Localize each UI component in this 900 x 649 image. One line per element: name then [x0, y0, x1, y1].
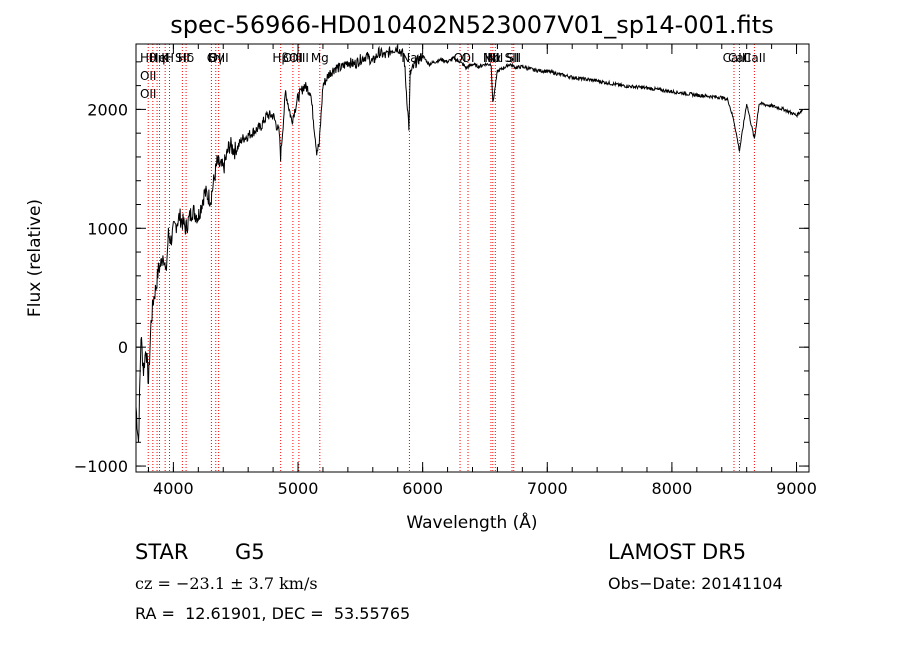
- spectrum-line: [135, 45, 804, 443]
- spectral-line-label: OIII: [289, 51, 309, 65]
- spectral-line-label: Hβ: [272, 51, 289, 65]
- spectral-line-label: OIII: [209, 51, 229, 65]
- spectral-line-label: H: [165, 51, 174, 65]
- spectral-line-label: G: [207, 51, 216, 65]
- spectral-line-label: Hη: [149, 51, 166, 65]
- spectral-line-label: Mg: [311, 51, 329, 65]
- axis-ticks: 4000 5000 6000 7000 8000 9000 −1000 0 1000 2000: [74, 44, 817, 498]
- x-tick-label: 9000: [776, 479, 817, 498]
- object-class: STAR: [135, 540, 189, 564]
- spectral-line-label: CaII: [743, 51, 766, 65]
- spectral-line-label: NII: [483, 51, 499, 65]
- object-subclass: G5: [235, 540, 265, 564]
- spectral-line-label: SII: [175, 51, 190, 65]
- y-tick-label: 2000: [87, 100, 128, 119]
- spectral-line-label: Hδ: [178, 51, 194, 65]
- spectral-line-markers: [147, 44, 755, 472]
- chart-title: spec-56966-HD010402N523007V01_sp14-001.f…: [170, 11, 773, 39]
- spectral-line-label: OI: [462, 51, 475, 65]
- coordinates: RA = 12.61901, DEC = 53.55765: [135, 604, 411, 623]
- y-tick-label: 1000: [87, 219, 128, 238]
- spectral-line-label: Na: [401, 51, 417, 65]
- spectral-line-label: OIII: [283, 51, 303, 65]
- y-tick-label: −1000: [74, 457, 128, 476]
- x-tick-label: 7000: [527, 479, 568, 498]
- plot-frame: [135, 43, 810, 473]
- spectral-line-label: OII: [140, 69, 157, 83]
- x-tick-label: 8000: [652, 479, 693, 498]
- spectral-line-label: K: [161, 51, 170, 65]
- spectral-line-label: SII: [505, 51, 520, 65]
- spectral-line-label: Hγ: [208, 51, 224, 65]
- spectral-line-label: Hα: [484, 51, 501, 65]
- y-tick-label: 0: [118, 338, 128, 357]
- spectral-line-label: HeI: [150, 51, 170, 65]
- spectral-line-label: SII: [506, 51, 521, 65]
- redshift-velocity: cz = −23.1 ± 3.7 km/s: [135, 574, 318, 593]
- survey-name: LAMOST DR5: [608, 540, 747, 564]
- spectral-line-label: CaII: [728, 51, 751, 65]
- spectral-line-label: NII: [487, 51, 503, 65]
- spectral-line-label: OI: [454, 51, 467, 65]
- spectral-line-label: Hθ: [140, 51, 156, 65]
- spectrum-series: [135, 45, 804, 443]
- x-axis-label: Wavelength (Å): [406, 511, 537, 533]
- y-axis-label: Flux (relative): [25, 199, 45, 317]
- x-tick-label: 6000: [402, 479, 443, 498]
- spectral-line-label: OII: [140, 87, 157, 101]
- x-tick-label: 5000: [278, 479, 319, 498]
- x-tick-label: 4000: [153, 479, 194, 498]
- spectral-line-label: CaII: [723, 51, 746, 65]
- observation-date: Obs−Date: 20141104: [608, 574, 783, 593]
